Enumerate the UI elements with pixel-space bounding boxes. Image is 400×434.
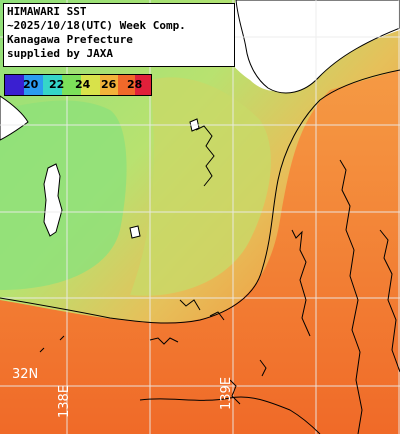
cool-water-region bbox=[0, 100, 127, 290]
title-line-1: HIMAWARI SST bbox=[7, 5, 87, 18]
colorbar-segment bbox=[62, 75, 81, 95]
longitude-label-139: 139E bbox=[219, 376, 234, 410]
colorbar-segment bbox=[24, 75, 43, 95]
colorbar-tick-20: 20 bbox=[23, 78, 39, 91]
longitude-label-138: 138E bbox=[57, 384, 72, 418]
title-box: HIMAWARI SST ~2025/10/18(UTC) Week Comp.… bbox=[3, 3, 235, 67]
latitude-label: 32N bbox=[12, 367, 39, 382]
colorbar-segment bbox=[118, 75, 135, 95]
land-peninsula bbox=[235, 0, 400, 94]
colorbar-segment bbox=[81, 75, 100, 95]
colorbar-segment bbox=[135, 75, 151, 95]
colorbar-tick-28: 28 bbox=[127, 78, 143, 91]
title-line-4: supplied by JAXA bbox=[7, 47, 113, 60]
colorbar-segment bbox=[100, 75, 118, 95]
colorbar-segment bbox=[5, 75, 24, 95]
title-line-3: Kanagawa Prefecture bbox=[7, 33, 133, 46]
sst-contours bbox=[0, 69, 400, 434]
colorbar-tick-24: 24 bbox=[75, 78, 91, 91]
bay-water-region bbox=[130, 77, 271, 296]
sst-colorbar: 20 22 24 26 28 bbox=[4, 74, 152, 96]
warm-water-region bbox=[0, 70, 400, 434]
island-1 bbox=[43, 163, 63, 237]
colorbar-segment bbox=[43, 75, 62, 95]
land-west bbox=[0, 95, 29, 141]
island-3 bbox=[129, 225, 141, 239]
colorbar-tick-26: 26 bbox=[101, 78, 117, 91]
colorbar-tick-22: 22 bbox=[49, 78, 65, 91]
title-line-2: ~2025/10/18(UTC) Week Comp. bbox=[7, 19, 186, 32]
